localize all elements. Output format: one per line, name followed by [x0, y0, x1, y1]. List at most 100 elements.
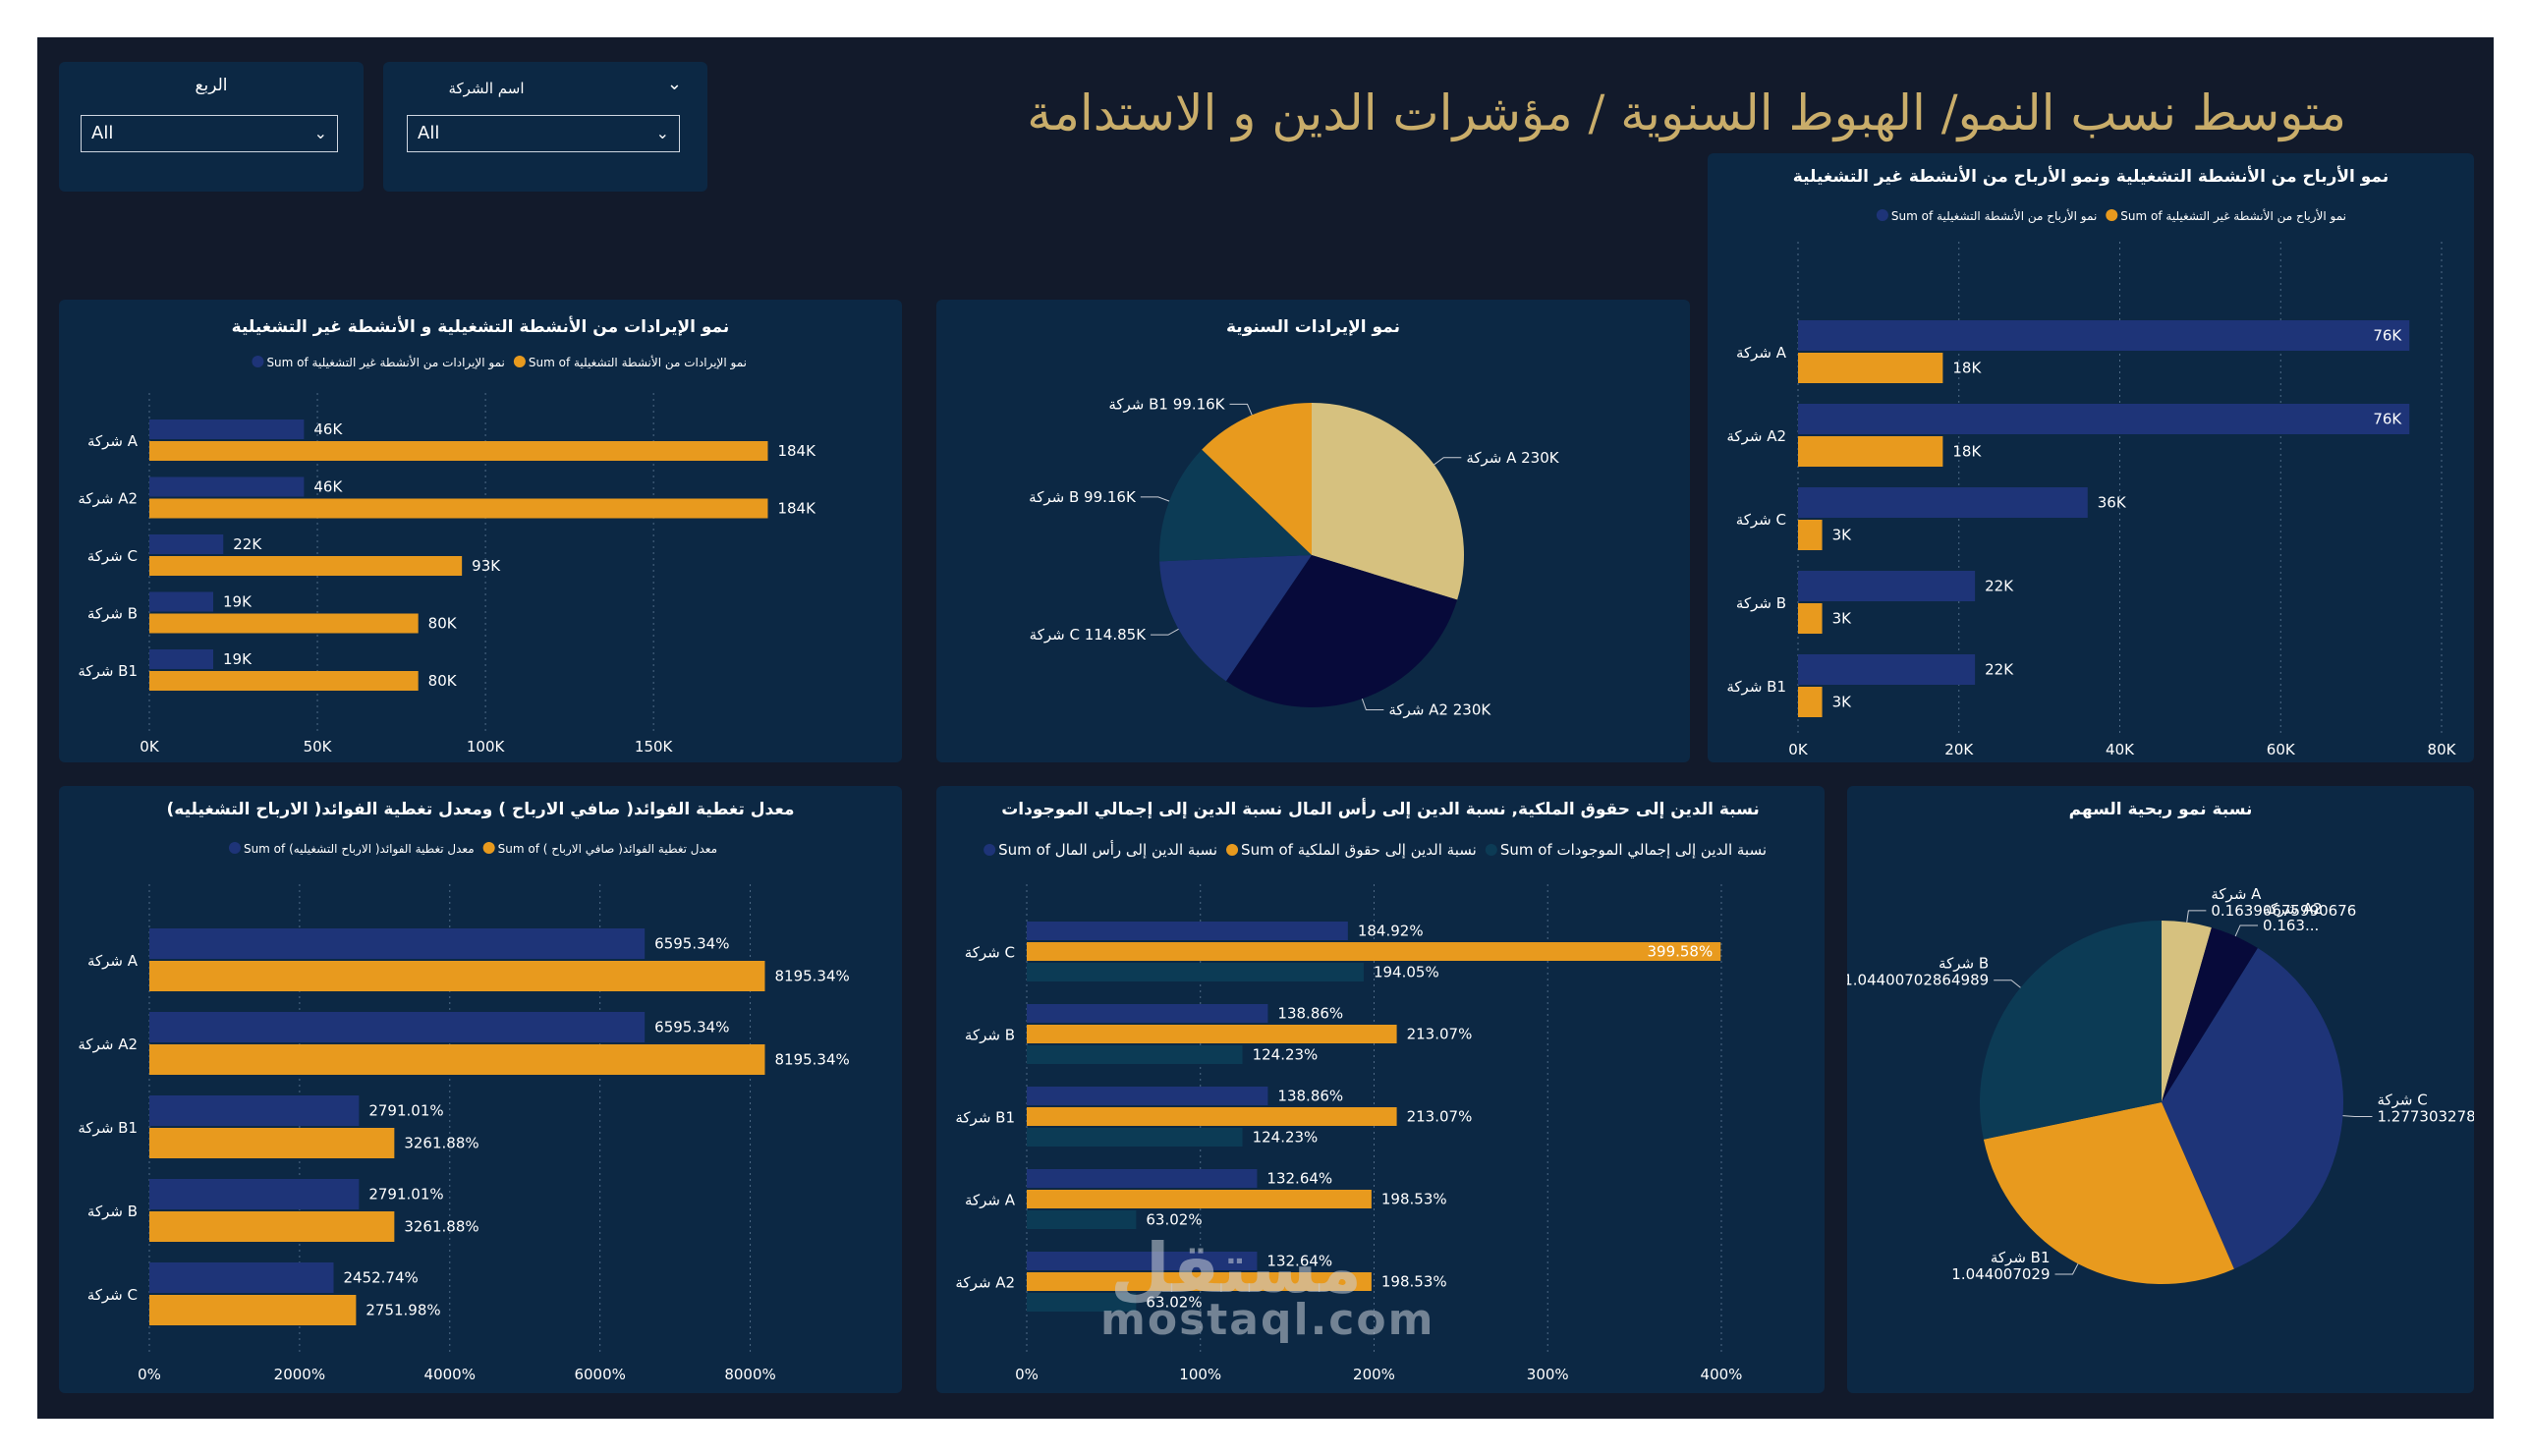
pie-slice: [1202, 403, 1312, 555]
data-label: 198.53%: [1381, 1273, 1447, 1291]
legend-marker: [2106, 209, 2118, 221]
bar: [149, 1012, 646, 1042]
bar: [1798, 654, 1976, 685]
category-label: شركة A2: [955, 1274, 1015, 1292]
data-label: 36K: [2098, 494, 2127, 512]
watermark-latin: mostaql.com: [1100, 1295, 1435, 1345]
data-label: 194.05%: [1374, 964, 1439, 981]
data-label: 132.64%: [1266, 1170, 1332, 1188]
x-tick-label: 2000%: [274, 1366, 325, 1383]
data-label: 213.07%: [1407, 1108, 1473, 1126]
data-label: 184K: [777, 500, 816, 518]
pie-slice: [2162, 948, 2343, 1269]
profit-growth-chart: 0K 20K 40K 60K 80K Sum of نمو الأرباح من الأن…: [1726, 208, 2456, 758]
data-label: 8195.34%: [774, 968, 849, 985]
x-tick-label: 20K: [1944, 741, 1974, 758]
bar: [149, 476, 305, 497]
bar: [1027, 1045, 1243, 1064]
bar: [149, 441, 768, 461]
leader-line: [1140, 496, 1170, 502]
company-dropdown[interactable]: All ⌄: [407, 115, 680, 152]
bar: [1798, 320, 2410, 351]
bar: [1027, 1004, 1268, 1023]
bar: [1027, 1087, 1268, 1105]
data-label: 2452.74%: [343, 1269, 418, 1287]
category-label: شركة A: [87, 952, 139, 970]
x-tick-label: 0%: [1015, 1366, 1039, 1383]
panel-eps-growth: نسبة نمو ربحية السهم شركة A 0.16390675990…: [1847, 786, 2474, 1393]
x-tick-label: 100%: [1179, 1366, 1221, 1383]
data-label: 3261.88%: [404, 1135, 478, 1152]
bar: [1798, 404, 2410, 434]
annual-revenue-pie: شركة A 230K شركة A2 230K شركة C 114.85K شرك…: [1029, 395, 1560, 718]
data-label: 184.92%: [1358, 923, 1424, 940]
data-label: 18K: [1952, 360, 1982, 377]
bar: [1798, 603, 1823, 634]
data-label: 80K: [428, 672, 458, 690]
leader-line: [1994, 980, 2021, 988]
data-label: 76K: [2373, 327, 2402, 345]
data-label: 76K: [2373, 411, 2402, 428]
x-tick-label: 150K: [635, 738, 674, 756]
data-label: 19K: [223, 650, 253, 668]
data-label: 63.02%: [1146, 1294, 1202, 1312]
slice-label: شركة B1: [1991, 1249, 2051, 1266]
bar: [149, 556, 463, 576]
watermark-arabic: مستقل: [1110, 1228, 1363, 1309]
legend-entry: Sum of نمو الإيرادات من الأنشطة غير التش…: [266, 355, 504, 370]
chevron-down-icon: ⌄: [313, 124, 327, 142]
slice-label: 1.04400702864989: [1847, 972, 1989, 989]
leader-line: [1151, 628, 1179, 636]
data-label: 63.02%: [1146, 1211, 1202, 1229]
data-label: 6595.34%: [654, 935, 729, 953]
x-tick-label: 100K: [467, 738, 506, 756]
bar: [1027, 1107, 1397, 1126]
data-label: 124.23%: [1253, 1046, 1319, 1064]
slice-label: 0.16390675990676: [2211, 902, 2356, 920]
leader-line: [2186, 910, 2207, 923]
leader-line: [2054, 1263, 2079, 1275]
slice-label: شركة A: [2211, 885, 2262, 903]
pie-slice: [1159, 449, 1312, 562]
bar: [1027, 1272, 1372, 1291]
slicer-company: اسم الشركة ⌄ All ⌄: [383, 62, 707, 192]
category-label: شركة A2: [1726, 427, 1786, 445]
x-tick-label: 200%: [1353, 1366, 1395, 1383]
panel-revenue-growth: نمو الإيرادات من الأنشطة التشغيلية و الأ…: [59, 300, 902, 762]
chart-title: نمو الإيرادات السنوية: [1226, 317, 1400, 337]
bar: [149, 649, 213, 669]
legend-marker: [984, 844, 996, 856]
x-tick-label: 0K: [1788, 741, 1809, 758]
leader-line: [1361, 699, 1384, 711]
category-label: شركة A: [965, 1192, 1016, 1209]
pie-slice: [1312, 403, 1464, 600]
data-label: 18K: [1952, 443, 1982, 461]
data-label: 22K: [1985, 661, 2014, 679]
data-label: 184K: [777, 442, 816, 460]
chart-title: نمو الأرباح من الأنشطة التشغيلية ونمو ال…: [1792, 167, 2389, 187]
leader-line: [1434, 457, 1462, 466]
bar: [149, 1095, 360, 1126]
data-label: 3K: [1832, 610, 1853, 628]
legend-entry: Sum of نمو الأرباح من الأنشطة غير التشغي…: [2120, 208, 2346, 224]
slice-label: شركة C: [2377, 1091, 2427, 1108]
data-label: 46K: [313, 478, 343, 496]
x-tick-label: 300%: [1527, 1366, 1569, 1383]
quarter-dropdown[interactable]: All ⌄: [81, 115, 338, 152]
bar: [1798, 436, 1943, 467]
panel-interest-coverage: معدل تغطية الفوائد( صافي الارباح ) ومعدل…: [59, 786, 902, 1393]
x-tick-label: 4000%: [424, 1366, 476, 1383]
panel-profit-growth: نمو الأرباح من الأنشطة التشغيلية ونمو ال…: [1708, 153, 2474, 762]
bar: [149, 1211, 395, 1242]
clear-filter-chevron-icon[interactable]: ⌄: [666, 74, 682, 94]
legend-marker: [1485, 844, 1497, 856]
bar: [149, 498, 768, 519]
category-label: شركة C: [965, 944, 1015, 962]
company-dropdown-value: All: [418, 123, 440, 143]
bar: [149, 1128, 395, 1158]
category-label: شركة B1: [78, 662, 138, 680]
dashboard-frame: متوسط نسب النمو/ الهبوط السنوية / مؤشرات…: [37, 37, 2494, 1419]
bar: [1798, 353, 1943, 383]
bar: [1798, 520, 1823, 550]
data-label: 46K: [313, 420, 343, 438]
